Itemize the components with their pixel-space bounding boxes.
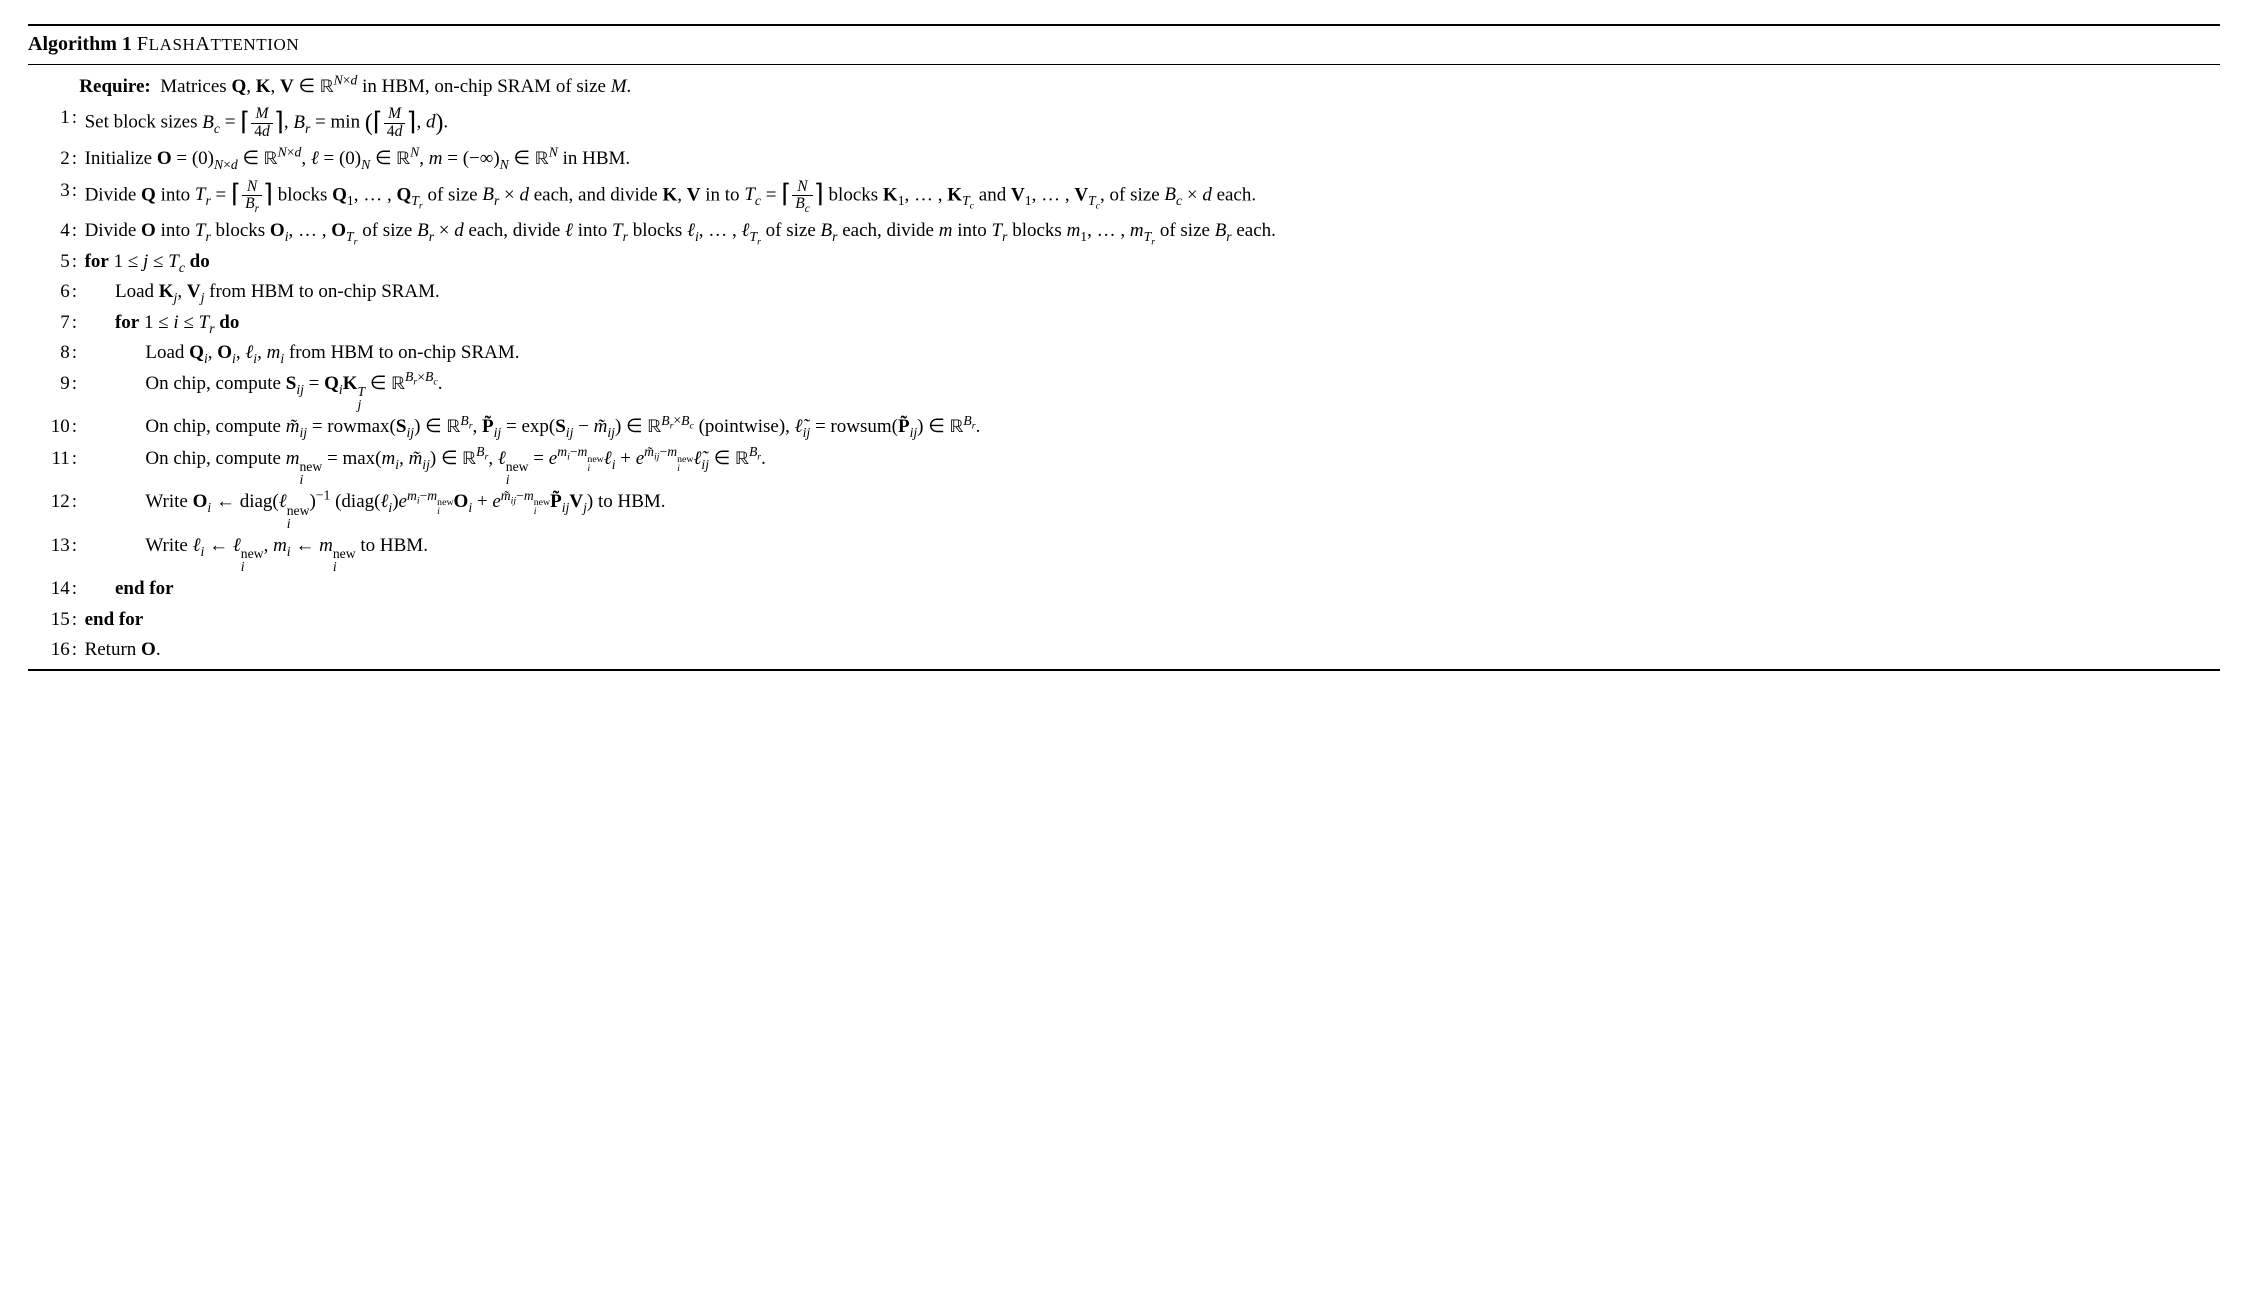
step-6: 6: Load Kj, Vj from HBM to on-chip SRAM. — [28, 277, 2220, 306]
step-text: Initialize O = (0)N×d ∈ ℝN×d, ℓ = (0)N ∈… — [85, 144, 2220, 174]
step-text: end for — [85, 605, 2220, 634]
require-label: Require: — [79, 76, 150, 97]
step-12: 12: Write Oi ← diag(ℓnewi)−1 (diag(ℓi)em… — [28, 487, 2220, 530]
step-2: 2: Initialize O = (0)N×d ∈ ℝN×d, ℓ = (0)… — [28, 144, 2220, 174]
step-text: for 1 ≤ j ≤ Tc do — [85, 247, 2220, 276]
step-text: for 1 ≤ i ≤ Tr do — [85, 308, 2220, 337]
step-text: Write Oi ← diag(ℓnewi)−1 (diag(ℓi)emi−mn… — [85, 487, 2220, 530]
algorithm-body: Require: Matrices Q, K, V ∈ ℝN×d in HBM,… — [28, 65, 2220, 669]
step-13: 13: Write ℓi ← ℓnewi, mi ← mnewi to HBM. — [28, 531, 2220, 574]
step-text: On chip, compute mnewi = max(mi, m̃ij) ∈… — [85, 444, 2220, 487]
step-text: On chip, compute m̃ij = rowmax(Sij) ∈ ℝB… — [85, 412, 2220, 442]
step-text: Divide Q into Tr = ⌈NBr⌉ blocks Q1, … , … — [85, 176, 2220, 216]
step-text: Set block sizes Bc = ⌈M4d⌉, Br = min (⌈M… — [85, 103, 2220, 143]
step-5: 5: for 1 ≤ j ≤ Tc do — [28, 247, 2220, 276]
require-line: Require: Matrices Q, K, V ∈ ℝN×d in HBM,… — [28, 72, 2220, 102]
step-11: 11: On chip, compute mnewi = max(mi, m̃i… — [28, 444, 2220, 487]
step-text: Divide O into Tr blocks Oi, … , OTr of s… — [85, 216, 2220, 245]
algorithm-label: Algorithm 1 — [28, 33, 132, 55]
algorithm-block: Algorithm 1 FLASHATTENTION Require: Matr… — [28, 24, 2220, 671]
step-text: Load Qi, Oi, ℓi, mi from HBM to on-chip … — [85, 338, 2220, 367]
step-text: On chip, compute Sij = QiKTj ∈ ℝBr×Bc. — [85, 369, 2220, 412]
step-8: 8: Load Qi, Oi, ℓi, mi from HBM to on-ch… — [28, 338, 2220, 367]
step-1: 1: Set block sizes Bc = ⌈M4d⌉, Br = min … — [28, 103, 2220, 143]
step-text: Load Kj, Vj from HBM to on-chip SRAM. — [85, 277, 2220, 306]
require-text: Matrices Q, K, V ∈ ℝN×d in HBM, on-chip … — [160, 76, 631, 97]
algorithm-name: FLASHATTENTION — [137, 33, 299, 55]
step-7: 7: for 1 ≤ i ≤ Tr do — [28, 308, 2220, 337]
step-text: Write ℓi ← ℓnewi, mi ← mnewi to HBM. — [85, 531, 2220, 574]
step-15: 15: end for — [28, 605, 2220, 634]
step-3: 3: Divide Q into Tr = ⌈NBr⌉ blocks Q1, …… — [28, 176, 2220, 216]
algorithm-title-row: Algorithm 1 FLASHATTENTION — [28, 26, 2220, 65]
step-16: 16: Return O. — [28, 635, 2220, 664]
step-9: 9: On chip, compute Sij = QiKTj ∈ ℝBr×Bc… — [28, 369, 2220, 412]
step-14: 14: end for — [28, 574, 2220, 603]
step-text: end for — [85, 574, 2220, 603]
step-4: 4: Divide O into Tr blocks Oi, … , OTr o… — [28, 216, 2220, 245]
step-text: Return O. — [85, 635, 2220, 664]
step-10: 10: On chip, compute m̃ij = rowmax(Sij) … — [28, 412, 2220, 442]
